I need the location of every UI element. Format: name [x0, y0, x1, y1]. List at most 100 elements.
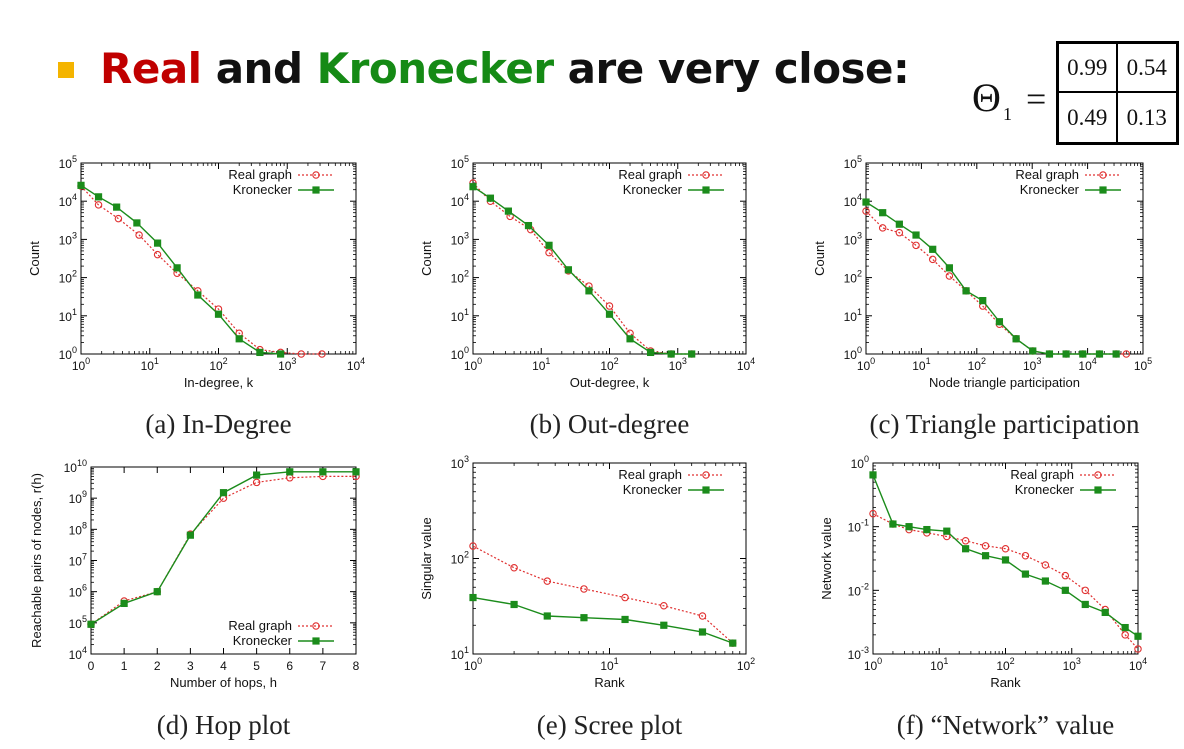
kronecker-point	[1061, 586, 1069, 594]
kronecker-point	[667, 350, 675, 358]
kronecker-point	[626, 335, 634, 343]
tick-label: 1010	[64, 458, 87, 475]
kronecker-point	[869, 471, 877, 479]
tick-label: 109	[69, 489, 87, 506]
kronecker-point	[698, 628, 707, 636]
kronecker-point	[133, 219, 141, 227]
tick-label: 102	[451, 269, 469, 286]
kronecker-point	[912, 231, 920, 239]
tick-label: 101	[532, 356, 550, 373]
y-axis-label: Singular value	[419, 517, 434, 599]
tick-label: 10-2	[848, 581, 869, 598]
tick-label: 104	[1129, 656, 1147, 673]
kronecker-point	[543, 612, 551, 620]
theta-cell: 0.99	[1059, 44, 1118, 93]
real-graph-point	[1122, 350, 1131, 358]
kronecker-point	[702, 186, 710, 194]
tick-label: 103	[1063, 656, 1081, 673]
kronecker-point	[545, 241, 553, 249]
kronecker-point	[962, 287, 970, 295]
tick-label: 3	[187, 659, 194, 673]
tick-label: 100	[464, 656, 482, 673]
tick-label: 101	[59, 307, 77, 324]
kronecker-point	[312, 637, 320, 645]
tick-label: 102	[737, 656, 755, 673]
real-graph-point	[1099, 171, 1107, 179]
panel-caption: (f) “Network” value	[897, 710, 1114, 740]
tick-label: 103	[844, 230, 862, 247]
kronecker-point	[173, 264, 181, 272]
heading-word-rest: are very close:	[567, 43, 910, 93]
legend-label: Real graph	[618, 467, 682, 482]
kronecker-point	[979, 296, 987, 305]
tick-label: 100	[851, 454, 869, 471]
tick-label: 6	[286, 659, 293, 673]
tick-label: 100	[72, 356, 90, 373]
real-graph-point	[981, 542, 990, 550]
x-axis-label: Rank	[990, 675, 1021, 690]
kronecker-point	[646, 348, 655, 357]
tick-label: 101	[930, 656, 948, 673]
tick-label: 10-3	[848, 645, 869, 662]
real-graph-point	[895, 228, 904, 237]
kronecker-point	[352, 468, 360, 476]
real-graph-point	[318, 350, 326, 358]
kronecker-point	[312, 186, 320, 194]
chart-panel-c: 100 101 102 103 104 105 100 101 102 103 104 105 Node…	[812, 154, 1152, 439]
tick-label: 101	[844, 307, 862, 324]
kronecker-point	[1079, 350, 1087, 358]
legend-label: Real graph	[228, 167, 292, 182]
tick-label: 101	[451, 645, 469, 662]
real-graph-point	[702, 471, 710, 479]
real-graph-point	[869, 509, 877, 518]
kronecker-point	[1121, 623, 1129, 632]
tick-label: 104	[69, 645, 87, 662]
tick-label: 102	[968, 356, 986, 373]
tick-label: 103	[278, 356, 296, 373]
kronecker-point	[905, 523, 913, 531]
legend-label: Kronecker	[1020, 182, 1080, 197]
panel-caption: (d) Hop plot	[157, 710, 291, 740]
tick-label: 101	[451, 307, 469, 324]
tick-label: 100	[451, 345, 469, 362]
bullet-square-icon	[58, 62, 74, 78]
tick-label: 107	[69, 552, 87, 569]
real-graph-point	[698, 612, 707, 620]
kronecker-line	[472, 596, 734, 644]
tick-label: 104	[1078, 356, 1096, 373]
legend-label: Real graph	[1015, 167, 1079, 182]
real-graph-point	[1021, 551, 1030, 560]
kronecker-point	[1099, 186, 1107, 194]
real-graph-point	[702, 171, 710, 179]
kronecker-point	[1062, 350, 1070, 358]
legend-label: Kronecker	[623, 482, 683, 497]
real-graph-point	[621, 593, 629, 602]
real-graph-point	[912, 241, 920, 250]
kronecker-point	[194, 291, 202, 299]
kronecker-point	[219, 489, 228, 497]
real-graph-point	[945, 272, 954, 280]
real-graph-line	[865, 210, 1127, 355]
kronecker-point	[889, 520, 897, 528]
real-graph-point	[510, 564, 518, 572]
kronecker-point	[319, 468, 327, 476]
theta-cell: 0.49	[1059, 93, 1118, 142]
tick-label: 102	[996, 656, 1014, 673]
real-graph-point	[1134, 645, 1142, 653]
kronecker-point	[981, 552, 990, 560]
kronecker-point	[524, 221, 533, 230]
panel-caption: (a) In-Degree	[145, 409, 291, 439]
kronecker-point	[862, 198, 870, 206]
legend-label: Kronecker	[233, 633, 293, 648]
real-graph-point	[1061, 571, 1070, 580]
real-graph-point	[1001, 544, 1010, 553]
tick-label: 104	[451, 192, 469, 209]
plot-frame	[865, 162, 1144, 355]
legend-label: Real graph	[1010, 467, 1074, 482]
tick-label: 7	[320, 659, 327, 673]
kronecker-point	[1012, 335, 1020, 343]
tick-label: 102	[59, 269, 77, 286]
kronecker-line	[872, 474, 1139, 637]
kronecker-point	[469, 183, 477, 191]
